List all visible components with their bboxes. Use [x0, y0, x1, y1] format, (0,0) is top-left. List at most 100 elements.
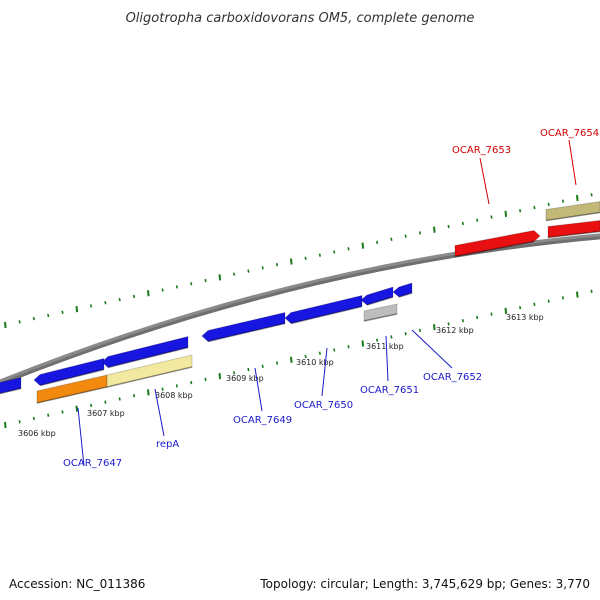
gene-red-1-edge	[454, 240, 535, 258]
scale-label: 3608 kbp	[155, 391, 193, 400]
upper-scale-tick	[590, 193, 593, 197]
upper-scale-tick	[533, 205, 536, 210]
scale-label: 3609 kbp	[226, 374, 264, 383]
gene-blue-2-edge	[107, 346, 189, 369]
upper-scale-tick	[561, 199, 565, 203]
lower-scale-tick	[318, 351, 321, 355]
lower-scale-tick	[390, 335, 393, 339]
gene-blue-1-edge	[39, 368, 105, 387]
gene-label: repA	[156, 439, 179, 450]
gene-label: OCAR_7652	[423, 372, 482, 383]
upper-scale-tick	[61, 310, 64, 314]
leader-line	[411, 329, 453, 369]
upper-scale-tick	[175, 285, 178, 289]
upper-scale-tick	[90, 304, 93, 308]
accession-text: Accession: NC_011386	[9, 577, 146, 591]
scale-label: 3606 kbp	[18, 429, 56, 438]
gene-red-2	[547, 219, 600, 239]
lower-scale-tick	[218, 372, 222, 380]
gene-blue-2	[101, 335, 189, 369]
upper-scale-tick	[361, 242, 365, 249]
lower-scale-tick	[261, 364, 264, 368]
upper-scale-tick	[104, 301, 107, 305]
gene-label: OCAR_7647	[63, 458, 122, 469]
lower-scale-tick	[533, 302, 536, 307]
gene-blue-6	[392, 282, 413, 298]
lower-scale-tick	[333, 348, 336, 352]
upper-scale-tick	[75, 306, 79, 313]
gene-repA	[106, 354, 193, 388]
lower-scale-tick	[418, 328, 422, 333]
backbone-shadow	[0, 234, 600, 386]
lower-scale-tick	[247, 367, 250, 372]
lower-scale-tick	[4, 421, 7, 429]
lower-scale-tick	[447, 322, 450, 326]
leader-line	[385, 335, 389, 382]
lower-scale-tick	[519, 305, 522, 310]
lower-scale-tick	[547, 299, 550, 303]
upper-scale-tick	[576, 194, 579, 202]
upper-scale-tick	[333, 250, 336, 254]
lower-scale-tick	[404, 332, 407, 336]
upper-scale-tick	[161, 288, 164, 292]
upper-scale-tick	[418, 231, 422, 235]
upper-scale-tick	[347, 247, 350, 251]
gene-blue-4	[284, 294, 363, 325]
upper-scale-tick	[390, 237, 393, 241]
upper-scale-tick	[275, 263, 279, 267]
gene-label: OCAR_7651	[360, 385, 419, 396]
leader-line	[77, 407, 85, 467]
topology-text: Topology: circular; Length: 3,745,629 bp…	[260, 577, 590, 591]
leader-line	[254, 367, 263, 412]
gene-khaki	[545, 200, 600, 222]
gene-label: OCAR_7653	[452, 145, 511, 156]
upper-scale-tick	[247, 269, 250, 273]
upper-scale-tick	[147, 290, 150, 297]
upper-scale-tick	[204, 278, 207, 283]
upper-scale-tick	[261, 266, 264, 270]
upper-scale-tick	[132, 294, 136, 299]
upper-scale-tick	[233, 272, 236, 276]
upper-scale-tick	[447, 224, 450, 229]
gene-left-edge-edge	[0, 387, 22, 395]
gene-repA-edge	[106, 366, 193, 388]
lower-scale-tick	[104, 400, 107, 404]
lower-scale-tick	[90, 403, 93, 408]
leader-line	[154, 388, 165, 437]
lower-scale-tick	[204, 377, 207, 382]
upper-scale-tick	[504, 210, 508, 217]
gene-left-edge	[0, 376, 22, 395]
lower-scale-tick	[75, 405, 79, 412]
upper-scale-tick	[476, 218, 479, 222]
lower-scale-tick	[361, 340, 365, 347]
upper-scale-tick	[47, 313, 50, 318]
gene-red-1	[454, 229, 541, 258]
scale-ticks: 3606 kbp 3607 kbp 3608 kbp 3609 kbp 3610 kbp…	[4, 193, 593, 438]
upper-scale-tick	[490, 215, 493, 219]
scale-label: 3607 kbp	[87, 409, 125, 418]
gene-blue-1	[33, 357, 105, 387]
map-title: Oligotropha carboxidovorans OM5, complet…	[126, 11, 475, 26]
gene-features	[0, 200, 600, 404]
lower-scale-tick	[147, 389, 150, 396]
scale-label: 3610 kbp	[296, 358, 334, 367]
leader-line	[321, 347, 328, 397]
upper-scale-tick	[290, 258, 293, 265]
upper-scale-tick	[218, 274, 222, 281]
lower-scale-tick	[476, 315, 479, 320]
upper-scale-tick	[304, 256, 307, 260]
upper-scale-tick	[547, 202, 550, 207]
lower-scale-tick	[18, 420, 21, 424]
lower-scale-tick	[376, 338, 379, 342]
upper-scale-tick	[376, 240, 379, 245]
lower-scale-tick	[433, 324, 436, 331]
upper-scale-tick	[433, 226, 436, 233]
scale-label: 3611 kbp	[366, 342, 404, 351]
gene-blue-4-edge	[290, 305, 363, 325]
upper-scale-tick	[461, 221, 464, 226]
gene-blue-3-edge	[207, 322, 286, 343]
lower-scale-tick	[304, 354, 307, 359]
lower-scale-tick	[190, 380, 193, 385]
gene-blue-6-edge	[398, 292, 413, 298]
